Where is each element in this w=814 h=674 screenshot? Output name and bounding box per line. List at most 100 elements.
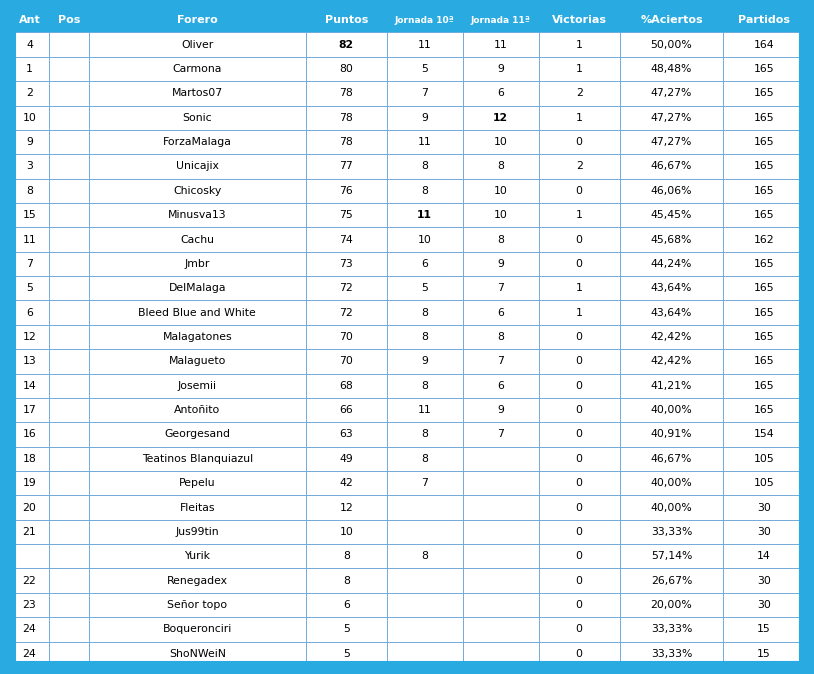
Text: 8: 8 <box>422 429 428 439</box>
Text: 42,42%: 42,42% <box>651 332 692 342</box>
Bar <box>724 398 804 423</box>
Bar <box>49 57 89 81</box>
Bar <box>463 106 539 130</box>
Bar <box>306 520 387 544</box>
Text: 30: 30 <box>757 503 771 512</box>
Bar <box>619 276 724 301</box>
Bar <box>10 8 49 32</box>
Bar <box>724 447 804 471</box>
Text: 0: 0 <box>575 649 583 658</box>
Bar <box>539 203 619 227</box>
Bar <box>539 617 619 642</box>
Text: 63: 63 <box>339 429 353 439</box>
Bar <box>306 423 387 447</box>
Bar <box>89 447 306 471</box>
Bar <box>387 568 463 593</box>
Bar <box>89 154 306 179</box>
Text: Jornada 11ª: Jornada 11ª <box>470 16 531 25</box>
Text: Georgesand: Georgesand <box>164 429 230 439</box>
Text: 8: 8 <box>422 332 428 342</box>
Bar <box>89 423 306 447</box>
Text: 165: 165 <box>754 113 774 123</box>
Bar <box>619 593 724 617</box>
Text: Bleed Blue and White: Bleed Blue and White <box>138 307 256 317</box>
Bar <box>306 617 387 642</box>
Text: 70: 70 <box>339 332 353 342</box>
Text: 2: 2 <box>575 88 583 98</box>
Bar <box>463 203 539 227</box>
Bar <box>49 81 89 106</box>
Bar <box>724 325 804 349</box>
Bar <box>49 203 89 227</box>
Text: Ant: Ant <box>19 16 41 25</box>
Bar <box>619 179 724 203</box>
Text: 0: 0 <box>575 454 583 464</box>
Bar <box>10 81 49 106</box>
Text: 7: 7 <box>497 429 504 439</box>
Bar <box>306 106 387 130</box>
Bar <box>89 495 306 520</box>
Text: 8: 8 <box>343 576 350 586</box>
Text: 8: 8 <box>422 381 428 391</box>
Text: 11: 11 <box>418 210 432 220</box>
Bar <box>10 398 49 423</box>
Bar <box>306 203 387 227</box>
Bar <box>306 544 387 568</box>
Text: 17: 17 <box>23 405 37 415</box>
Text: 33,33%: 33,33% <box>651 527 692 537</box>
Bar <box>463 423 539 447</box>
Bar <box>89 544 306 568</box>
Text: 20,00%: 20,00% <box>650 600 693 610</box>
Bar <box>619 423 724 447</box>
Bar <box>724 544 804 568</box>
Text: 0: 0 <box>575 624 583 634</box>
Bar <box>49 447 89 471</box>
Text: 12: 12 <box>339 503 353 512</box>
Bar <box>387 423 463 447</box>
Text: 8: 8 <box>422 454 428 464</box>
Bar <box>49 130 89 154</box>
Bar <box>724 130 804 154</box>
Text: 30: 30 <box>757 576 771 586</box>
Bar <box>306 642 387 666</box>
Text: 24: 24 <box>23 649 37 658</box>
Text: 78: 78 <box>339 137 353 147</box>
Bar <box>306 57 387 81</box>
Bar <box>387 81 463 106</box>
Bar <box>89 325 306 349</box>
Bar <box>306 130 387 154</box>
Bar <box>49 544 89 568</box>
Bar <box>463 81 539 106</box>
Bar <box>539 81 619 106</box>
Bar <box>306 301 387 325</box>
Text: 5: 5 <box>422 283 428 293</box>
Bar <box>463 57 539 81</box>
Bar <box>539 179 619 203</box>
Text: ShoNWeiN: ShoNWeiN <box>168 649 225 658</box>
Bar <box>724 251 804 276</box>
Bar <box>89 32 306 57</box>
Text: 8: 8 <box>422 307 428 317</box>
Bar <box>619 447 724 471</box>
Bar <box>539 154 619 179</box>
Text: 5: 5 <box>343 624 350 634</box>
Text: 0: 0 <box>575 503 583 512</box>
Text: 9: 9 <box>26 137 33 147</box>
Bar <box>306 495 387 520</box>
Text: Pos: Pos <box>58 16 80 25</box>
Bar <box>89 373 306 398</box>
Bar <box>724 57 804 81</box>
Text: 0: 0 <box>575 551 583 561</box>
Text: 23: 23 <box>23 600 37 610</box>
Bar <box>463 520 539 544</box>
Bar <box>306 154 387 179</box>
Bar <box>619 568 724 593</box>
Text: 8: 8 <box>26 186 33 196</box>
Bar <box>463 154 539 179</box>
Text: 1: 1 <box>575 64 583 74</box>
Text: 6: 6 <box>422 259 428 269</box>
Text: 15: 15 <box>757 649 771 658</box>
Bar <box>539 593 619 617</box>
Text: 8: 8 <box>497 235 504 245</box>
Bar <box>387 471 463 495</box>
